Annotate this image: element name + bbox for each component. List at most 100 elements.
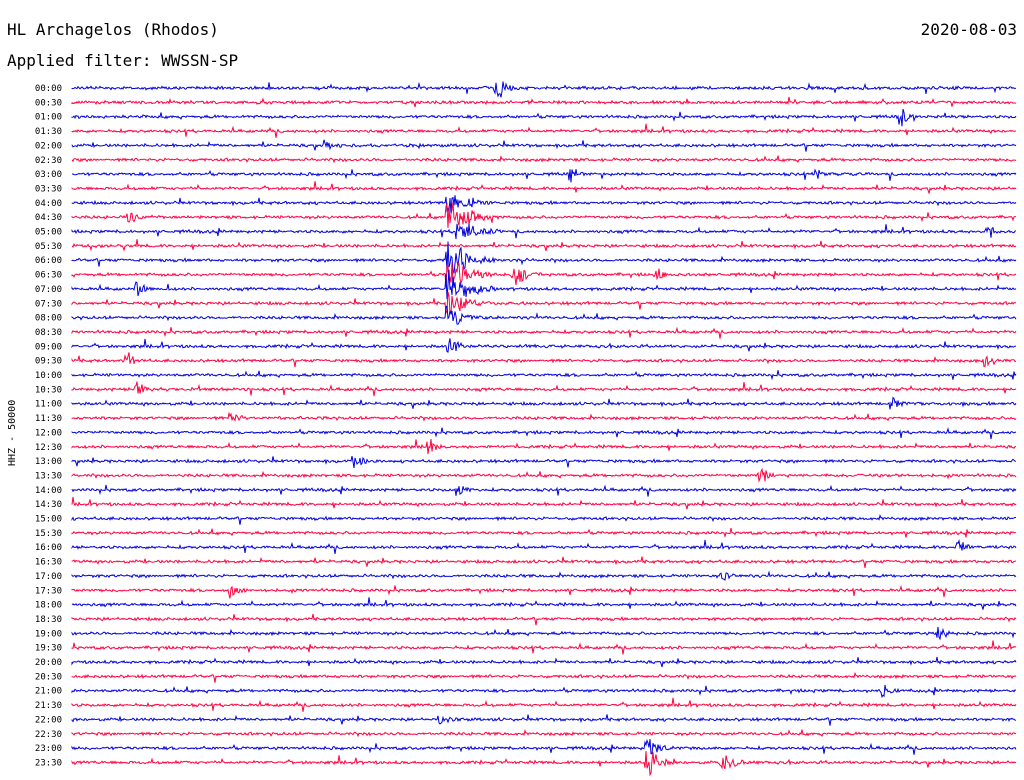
- time-tick-label: 08:30: [35, 328, 62, 338]
- time-tick-label: 16:30: [35, 558, 62, 568]
- trace-line: [71, 181, 1017, 194]
- time-tick-label: 05:30: [35, 242, 62, 252]
- trace-line: [71, 352, 1017, 368]
- trace-line: [71, 738, 1017, 755]
- time-tick-label: 13:30: [35, 471, 62, 481]
- time-tick-label: 20:00: [35, 658, 62, 668]
- trace-line: [71, 338, 1017, 353]
- trace-line: [71, 241, 1017, 274]
- time-tick-label: 16:00: [35, 543, 62, 553]
- trace-line: [71, 656, 1017, 668]
- trace-line: [71, 195, 1017, 214]
- time-tick-label: 05:00: [35, 228, 62, 238]
- time-tick-label: 12:30: [35, 443, 62, 453]
- time-tick-label: 21:30: [35, 701, 62, 711]
- trace-line: [71, 496, 1017, 510]
- trace-line: [71, 539, 1017, 554]
- time-tick-label: 10:00: [35, 371, 62, 381]
- time-tick-label: 12:00: [35, 428, 62, 438]
- station-title: HL Archagelos (Rhodos): [7, 20, 219, 39]
- trace-line: [71, 439, 1017, 455]
- time-tick-label: 22:30: [35, 730, 62, 740]
- trace-line: [71, 467, 1017, 483]
- time-tick-label: 08:00: [35, 314, 62, 324]
- time-tick-label: 15:30: [35, 529, 62, 539]
- trace-line: [71, 139, 1017, 152]
- trace-line: [71, 305, 1017, 325]
- trace-line: [71, 109, 1017, 127]
- trace-line: [71, 570, 1017, 581]
- trace-line: [71, 291, 1017, 315]
- time-tick-label: 02:30: [35, 156, 62, 166]
- time-tick-label: 18:30: [35, 615, 62, 625]
- time-tick-label: 20:30: [35, 672, 62, 682]
- time-tick-label: 07:30: [35, 299, 62, 309]
- time-tick-label: 14:00: [35, 486, 62, 496]
- trace-line: [71, 584, 1017, 599]
- trace-line: [71, 626, 1017, 641]
- trace-line: [71, 261, 1017, 288]
- trace-line: [71, 396, 1017, 410]
- trace-line: [71, 597, 1017, 610]
- time-tick-label: 01:30: [35, 127, 62, 137]
- time-tick-label: 00:30: [35, 98, 62, 108]
- time-tick-label: 10:30: [35, 385, 62, 395]
- time-tick-label: 01:00: [35, 113, 62, 123]
- trace-line: [71, 714, 1017, 726]
- trace-line: [71, 556, 1017, 568]
- time-tick-label: 18:00: [35, 601, 62, 611]
- time-tick-label: 23:00: [35, 744, 62, 754]
- time-tick-label: 06:30: [35, 271, 62, 281]
- trace-line: [71, 370, 1017, 381]
- time-tick-label: 06:00: [35, 256, 62, 266]
- time-tick-label: 22:00: [35, 715, 62, 725]
- time-label-group: 00:00 00:30 01:00 01:30 02:00 02:30 03:00 03:30…: [35, 84, 62, 768]
- trace-line: [71, 613, 1017, 626]
- trace-line: [71, 81, 1017, 98]
- time-tick-label: 15:00: [35, 515, 62, 525]
- time-tick-label: 23:30: [35, 758, 62, 768]
- trace-line: [71, 671, 1017, 683]
- trace-line: [71, 684, 1017, 699]
- time-tick-label: 13:00: [35, 457, 62, 467]
- trace-line: [71, 411, 1017, 422]
- trace-group: [71, 81, 1017, 777]
- trace-line: [71, 202, 1017, 228]
- trace-line: [71, 123, 1017, 138]
- time-tick-label: 04:00: [35, 199, 62, 209]
- time-tick-label: 17:00: [35, 572, 62, 582]
- time-tick-label: 03:00: [35, 170, 62, 180]
- filter-label: Applied filter: WWSSN-SP: [7, 51, 239, 70]
- trace-line: [71, 513, 1016, 525]
- trace-line: [71, 96, 1017, 108]
- record-date: 2020-08-03: [920, 20, 1017, 39]
- time-tick-label: 14:30: [35, 500, 62, 510]
- trace-line: [71, 155, 1017, 164]
- trace-line: [71, 455, 1017, 469]
- trace-line: [71, 697, 1017, 712]
- time-tick-label: 09:00: [35, 342, 62, 352]
- trace-line: [71, 484, 1017, 497]
- time-tick-label: 03:30: [35, 184, 62, 194]
- trace-line: [71, 223, 1017, 240]
- trace-line: [71, 751, 1017, 777]
- time-tick-label: 19:00: [35, 629, 62, 639]
- trace-line: [71, 381, 1017, 397]
- trace-line: [71, 168, 1017, 183]
- time-tick-label: 19:30: [35, 644, 62, 654]
- trace-line: [71, 239, 1017, 252]
- channel-label: HHZ - 50000: [7, 400, 18, 466]
- time-tick-label: 00:00: [35, 84, 62, 94]
- time-tick-label: 04:30: [35, 213, 62, 223]
- time-tick-label: 07:00: [35, 285, 62, 295]
- time-tick-label: 11:30: [35, 414, 62, 424]
- trace-line: [71, 269, 1017, 300]
- time-tick-label: 11:00: [35, 400, 62, 410]
- time-tick-label: 09:30: [35, 357, 62, 367]
- trace-line: [71, 326, 1017, 339]
- trace-line: [71, 427, 1017, 440]
- trace-line: [71, 640, 1017, 655]
- time-tick-label: 17:30: [35, 586, 62, 596]
- time-tick-label: 21:00: [35, 687, 62, 697]
